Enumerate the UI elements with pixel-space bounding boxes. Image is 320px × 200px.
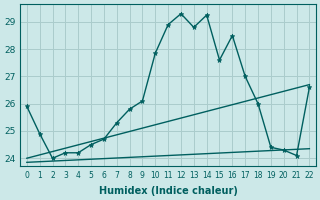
X-axis label: Humidex (Indice chaleur): Humidex (Indice chaleur) bbox=[99, 186, 237, 196]
